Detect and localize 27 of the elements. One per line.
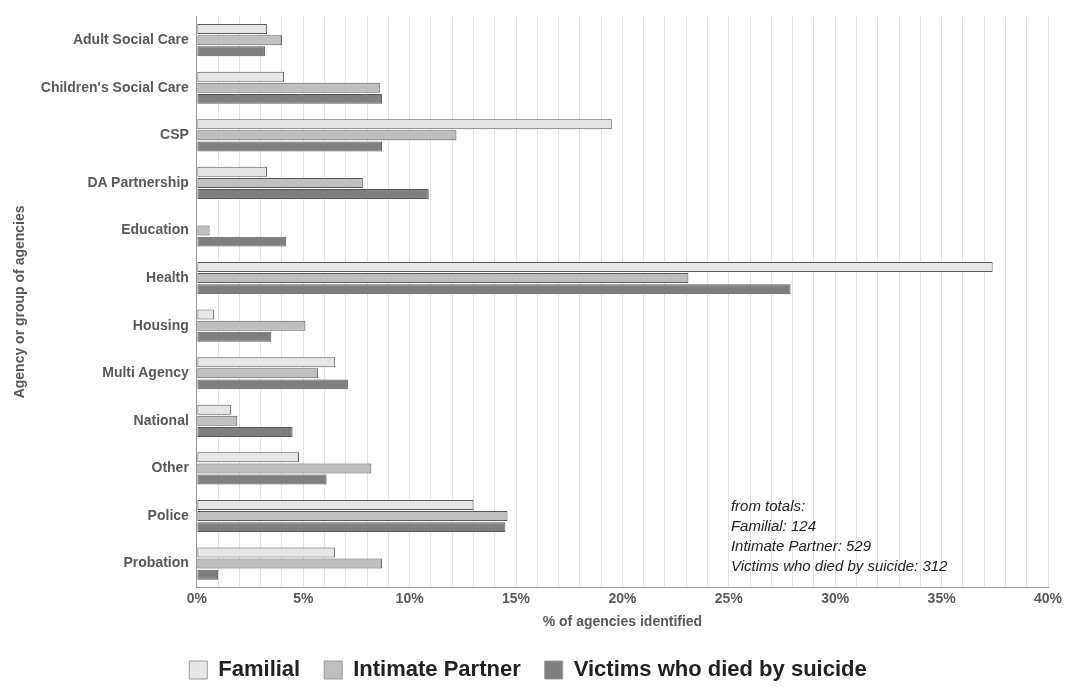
y-tick-label: Police	[147, 506, 190, 523]
y-tick-label: National	[133, 411, 189, 428]
y-tick-label: DA Partnership	[87, 173, 189, 190]
x-tick-label: 40%	[1033, 589, 1063, 606]
annotation: from totals: Familial: 124 Intimate Partner: 529 Victims who died by suicide: 312	[730, 497, 949, 575]
x-tick-label: 15%	[502, 589, 531, 606]
y-tick-label: Probation	[123, 554, 189, 571]
y-axis-title: Agency or group of agencies	[11, 205, 28, 399]
x-tick-label: 35%	[927, 589, 957, 606]
y-tick-label: Multi Agency	[102, 364, 190, 381]
x-tick-label: 30%	[821, 589, 850, 606]
y-tick-label: Children's Social Care	[40, 78, 190, 95]
y-tick-label: Other	[151, 459, 190, 476]
y-tick-label: Health	[146, 268, 189, 285]
legend-label: Familial	[218, 656, 301, 682]
x-axis-title: % of agencies identified	[542, 613, 703, 630]
x-tick-label: 20%	[608, 589, 637, 606]
y-tick-label: CSP	[160, 126, 189, 143]
legend-label: Victims who died by suicide	[573, 656, 867, 682]
x-tick-label: 5%	[293, 589, 314, 606]
x-tick-label: 0%	[186, 589, 208, 606]
x-tick-label: 10%	[395, 589, 425, 606]
y-tick-label: Adult Social Care	[72, 31, 190, 48]
y-tick-label: Housing	[132, 316, 189, 333]
y-tick-label: Education	[121, 221, 189, 238]
legend-label: Intimate Partner	[353, 656, 522, 682]
x-tick-label: 25%	[714, 589, 744, 606]
